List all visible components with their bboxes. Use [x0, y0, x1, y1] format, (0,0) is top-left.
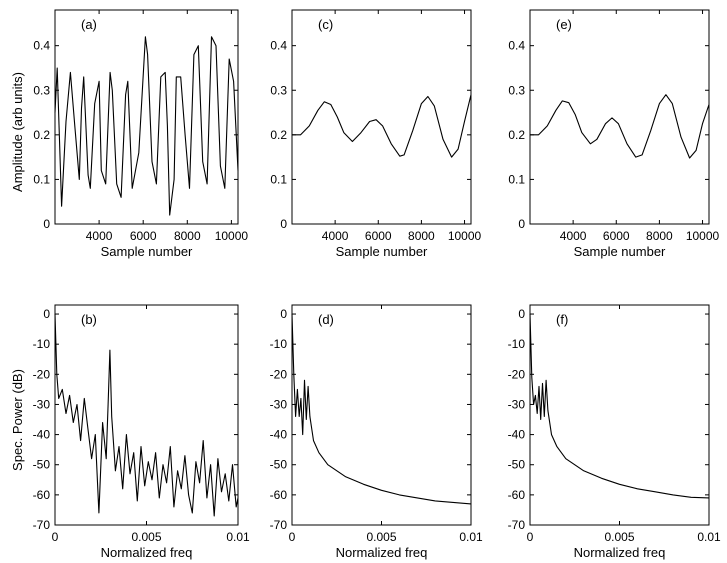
y-tick-label: -70	[508, 518, 526, 532]
x-axis-label: Normalized freq	[101, 545, 193, 560]
y-tick-label: 0.3	[270, 83, 287, 97]
y-tick-label: 0.3	[33, 83, 50, 97]
x-axis-label: Normalized freq	[336, 545, 428, 560]
x-tick-label: 10000	[215, 229, 249, 243]
panel-d: 0-10-20-30-40-50-60-700 0.005 0.01Normaliz…	[270, 304, 483, 560]
plot-frame	[529, 9, 710, 225]
x-tick-label: 4000	[322, 229, 349, 243]
y-tick-label: -30	[270, 397, 288, 411]
x-tick-label: 8000	[174, 229, 201, 243]
x-tick-label: 0.005	[604, 530, 634, 544]
y-tick-label: -30	[508, 397, 526, 411]
y-tick-label: -10	[270, 337, 288, 351]
y-tick-label: -30	[33, 397, 51, 411]
y-tick-label: -60	[270, 488, 288, 502]
x-tick-label: 0.01	[226, 530, 250, 544]
y-tick-label: 0	[518, 217, 525, 231]
panel-a: 0 0.1 0.2 0.3 0.4 4000 6000 8000 10000 Sample num…	[33, 9, 249, 259]
y-tick-label: -50	[508, 458, 526, 472]
x-tick-label: 0	[289, 530, 296, 544]
x-tick-label: 0	[527, 530, 534, 544]
y-tick-label: -50	[33, 458, 51, 472]
y-tick-label: -40	[508, 428, 526, 442]
y-tick-label: -60	[33, 488, 51, 502]
panel-e: 0 0.1 0.2 0.3 0.4 4000 6000 8000 10000 Sample num…	[508, 9, 720, 259]
panel-label: (e)	[556, 17, 572, 32]
y-tick-label: 0.4	[33, 39, 50, 53]
y-tick-label: -10	[33, 337, 51, 351]
y-tick-label: -70	[33, 518, 51, 532]
x-tick-label: 8000	[646, 229, 673, 243]
panel-label: (f)	[556, 312, 568, 327]
panel-label: (b)	[81, 312, 97, 327]
y-axis-label-top: Amplitude (arb units)	[10, 72, 25, 192]
panel-b: 0-10-20-30-40-50-60-700 0.005 0.01Normaliz…	[33, 304, 250, 560]
x-tick-label: 6000	[365, 229, 392, 243]
y-tick-label: 0.1	[508, 172, 525, 186]
panel-f: 0-10-20-30-40-50-60-700 0.005 0.01Normaliz…	[508, 304, 721, 560]
y-tick-label: 0	[280, 217, 287, 231]
x-tick-label: 0.005	[366, 530, 396, 544]
y-tick-label: 0.3	[508, 83, 525, 97]
y-tick-label: 0	[280, 307, 287, 321]
x-axis-label: Sample number	[574, 244, 666, 259]
x-tick-label: 4000	[86, 229, 113, 243]
x-tick-label: 0.01	[697, 530, 721, 544]
x-axis-label: Sample number	[336, 244, 428, 259]
y-tick-label: 0.2	[270, 128, 287, 142]
x-tick-label: 0	[52, 530, 59, 544]
x-axis-label: Normalized freq	[574, 545, 666, 560]
series-line-c	[292, 94, 472, 158]
plot-frame	[529, 304, 710, 526]
series-line-b	[54, 313, 239, 517]
y-tick-label: -20	[33, 367, 51, 381]
y-tick-label: 0.1	[270, 172, 287, 186]
panel-c: 0 0.1 0.2 0.3 0.4 4000 6000 8000 10000 Sample num…	[270, 9, 482, 259]
x-axis-label: Sample number	[101, 244, 193, 259]
y-tick-label: 0	[518, 307, 525, 321]
series-line-a	[54, 36, 239, 216]
series-line-e	[530, 94, 710, 159]
x-tick-label: 8000	[408, 229, 435, 243]
x-tick-label: 0.005	[131, 530, 161, 544]
panel-label: (d)	[318, 312, 334, 327]
x-tick-label: 6000	[603, 229, 630, 243]
y-tick-label: 0.4	[270, 39, 287, 53]
series-line-d	[291, 313, 472, 505]
y-tick-label: -60	[508, 488, 526, 502]
y-tick-label: -10	[508, 337, 526, 351]
x-tick-label: 10000	[686, 229, 720, 243]
y-tick-label: 0.2	[33, 128, 50, 142]
plot-frame	[291, 9, 472, 225]
y-tick-label: -70	[270, 518, 288, 532]
x-tick-label: 4000	[560, 229, 587, 243]
y-tick-label: 0	[43, 307, 50, 321]
y-tick-label: 0.4	[508, 39, 525, 53]
panel-label: (a)	[81, 17, 97, 32]
plot-frame	[54, 9, 239, 225]
y-tick-label: 0.2	[508, 128, 525, 142]
panel-label: (c)	[318, 17, 333, 32]
y-tick-label: -40	[270, 428, 288, 442]
series-line-f	[529, 313, 710, 499]
y-tick-label: 0	[43, 217, 50, 231]
y-tick-label: -20	[270, 367, 288, 381]
x-tick-label: 10000	[448, 229, 482, 243]
x-tick-label: 0.01	[459, 530, 483, 544]
y-tick-label: 0.1	[33, 172, 50, 186]
plot-frame	[291, 304, 472, 526]
y-tick-label: -40	[33, 428, 51, 442]
y-tick-label: -50	[270, 458, 288, 472]
y-axis-label-bottom: Spec. Power (dB)	[10, 369, 25, 471]
x-tick-label: 6000	[130, 229, 157, 243]
y-tick-label: -20	[508, 367, 526, 381]
